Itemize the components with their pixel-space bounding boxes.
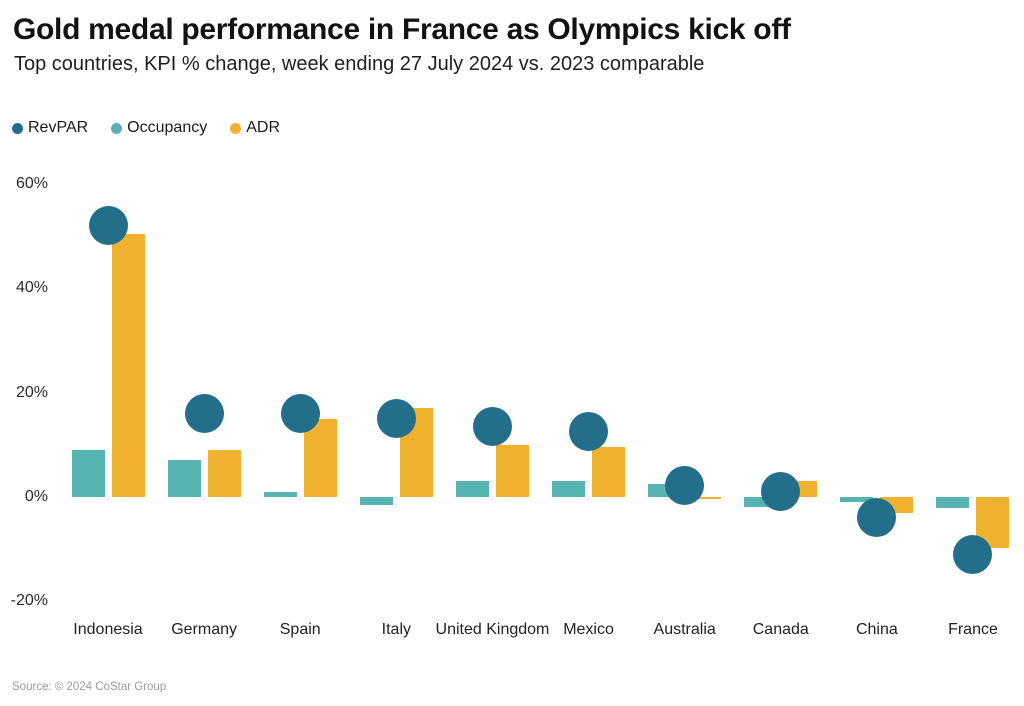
x-axis-label-italy: Italy bbox=[381, 621, 411, 638]
x-axis-label-china: China bbox=[855, 621, 898, 638]
x-axis-label-mexico: Mexico bbox=[563, 621, 614, 638]
bar-occupancy-canada bbox=[744, 497, 778, 508]
dot-revpar-france bbox=[953, 534, 993, 574]
legend: RevPAR Occupancy ADR bbox=[12, 119, 303, 137]
bar-occupancy-china bbox=[840, 497, 874, 503]
dot-revpar-united-kingdom bbox=[472, 407, 512, 447]
dot-revpar-italy bbox=[376, 399, 416, 439]
y-tick-label: 40% bbox=[15, 279, 48, 297]
y-tick-label: 60% bbox=[15, 174, 48, 192]
y-tick-label: 0% bbox=[24, 488, 48, 505]
y-tick-label: 20% bbox=[15, 383, 48, 401]
x-axis-label-canada: Canada bbox=[752, 621, 809, 638]
x-axis-label-germany: Germany bbox=[171, 621, 237, 638]
bar-occupancy-united-kingdom bbox=[455, 481, 489, 497]
legend-label: ADR bbox=[246, 119, 280, 136]
bar-adr-australia bbox=[688, 497, 722, 499]
bar-adr-united-kingdom bbox=[495, 444, 529, 497]
bar-occupancy-spain bbox=[263, 491, 297, 497]
dot-revpar-germany bbox=[184, 394, 224, 434]
legend-item-adr: ADR bbox=[230, 119, 280, 137]
bar-occupancy-germany bbox=[167, 460, 201, 497]
y-tick-label: -20% bbox=[10, 592, 48, 610]
bar-occupancy-indonesia bbox=[71, 450, 105, 497]
bar-occupancy-italy bbox=[359, 497, 393, 505]
x-axis-label-indonesia: Indonesia bbox=[73, 621, 143, 638]
dot-revpar-canada bbox=[761, 472, 801, 512]
x-axis-label-spain: Spain bbox=[279, 621, 321, 638]
bar-occupancy-mexico bbox=[552, 481, 586, 497]
legend-swatch-icon bbox=[111, 122, 123, 134]
legend-label: RevPAR bbox=[28, 119, 89, 136]
dot-revpar-australia bbox=[665, 465, 705, 505]
bar-occupancy-france bbox=[936, 497, 970, 509]
bar-adr-indonesia bbox=[111, 233, 145, 497]
source-note: Source: © 2024 CoStar Group bbox=[12, 681, 167, 693]
dot-revpar-china bbox=[857, 498, 897, 538]
dot-revpar-spain bbox=[280, 394, 320, 434]
legend-label: Occupancy bbox=[127, 119, 208, 136]
legend-swatch-icon bbox=[12, 122, 23, 134]
x-axis-label-france: France bbox=[948, 621, 998, 638]
bar-adr-mexico bbox=[592, 447, 626, 497]
page-subtitle: Top countries, KPI % change, week ending… bbox=[14, 53, 705, 75]
page-title: Gold medal performance in France as Olym… bbox=[13, 13, 791, 46]
legend-item-revpar: RevPAR bbox=[12, 119, 88, 137]
bar-adr-germany bbox=[207, 450, 241, 497]
legend-swatch-icon bbox=[230, 122, 242, 134]
dot-revpar-indonesia bbox=[88, 206, 128, 246]
legend-item-occupancy: Occupancy bbox=[111, 119, 207, 137]
x-axis-label-united-kingdom: United Kingdom bbox=[435, 621, 550, 638]
x-axis-label-australia: Australia bbox=[653, 621, 716, 638]
dot-revpar-mexico bbox=[569, 412, 609, 452]
bar-adr-spain bbox=[303, 418, 337, 497]
